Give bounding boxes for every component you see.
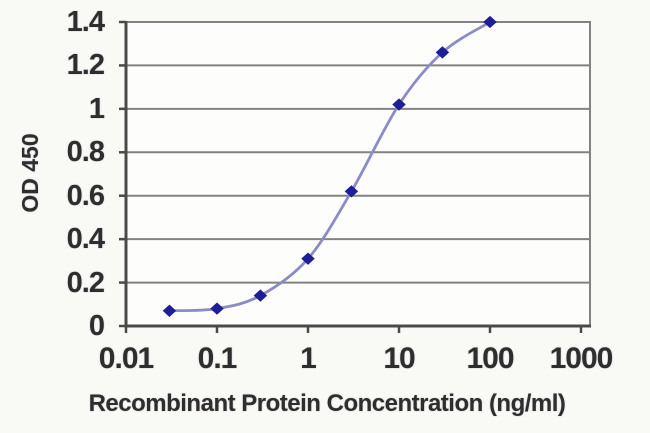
data-point-marker [344, 185, 359, 198]
data-point-marker [162, 304, 177, 317]
x-tick-label: 1000 [549, 342, 614, 375]
data-point-marker [483, 15, 497, 29]
data-point-marker [253, 289, 268, 302]
x-tick-label: 0.1 [197, 342, 238, 375]
y-axis-title: OD 450 [17, 133, 43, 213]
y-tick-label: 0.4 [66, 223, 105, 256]
x-tick-label: 1 [300, 342, 317, 375]
y-tick-label: 1 [88, 92, 105, 125]
x-tick-label: 100 [466, 342, 514, 375]
y-tick-label: 0.2 [66, 266, 105, 299]
x-axis-title: Recombinant Protein Concentration (ng/ml… [88, 390, 566, 417]
y-tick-label: 1.4 [66, 6, 105, 38]
y-tick-label: 0.8 [66, 136, 105, 169]
x-tick-label: 0.01 [98, 342, 154, 375]
series-line [168, 20, 492, 313]
data-point-marker [435, 46, 450, 59]
data-point-marker [392, 98, 406, 111]
data-point-marker [210, 302, 224, 315]
plot-background [126, 22, 590, 326]
y-tick-label: 0.6 [66, 179, 105, 212]
x-tick-label: 10 [383, 342, 415, 375]
data-point-marker [301, 252, 315, 265]
y-tick-label: 1.2 [66, 49, 105, 82]
y-tick-label: 0 [88, 310, 105, 342]
